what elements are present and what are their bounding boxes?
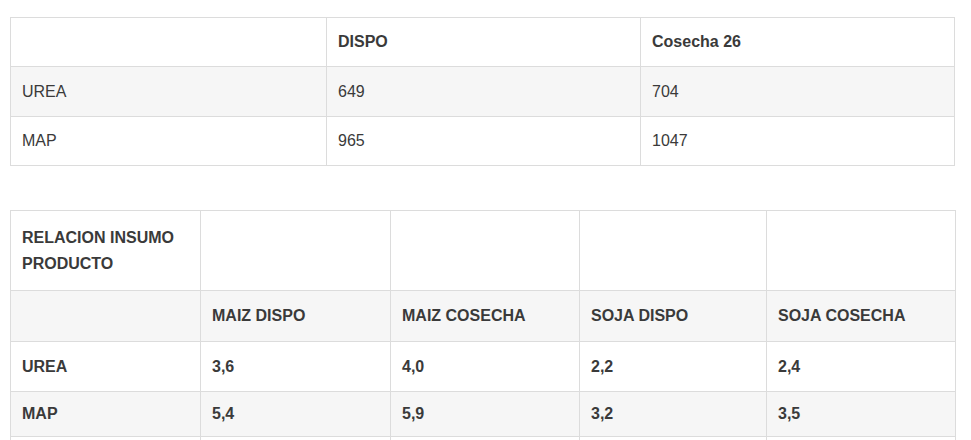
urea-dispo-value: 649 — [327, 67, 641, 117]
empty-cell — [11, 437, 201, 440]
empty-cell — [391, 211, 580, 291]
urea-soja-cosecha-value: 2,4 — [767, 342, 956, 392]
ratio-table-title-row: RELACION INSUMO PRODUCTO — [11, 211, 956, 291]
map-maiz-cosecha-value: 5,9 — [391, 392, 580, 437]
header-maiz-dispo: MAIZ DISPO — [201, 291, 391, 342]
urea-cosecha-value: 704 — [641, 67, 955, 117]
empty-cell — [580, 211, 767, 291]
empty-cell — [201, 211, 391, 291]
ratio-table-row-map: MAP 5,4 5,9 3,2 3,5 — [11, 392, 956, 437]
empty-cell — [580, 437, 767, 440]
header-maiz-cosecha: MAIZ COSECHA — [391, 291, 580, 342]
ratio-table-corner-cell — [11, 291, 201, 342]
map-cosecha-value: 1047 — [641, 117, 955, 166]
price-table-header-cosecha-26: Cosecha 26 — [641, 18, 955, 67]
urea-maiz-dispo-value: 3,6 — [201, 342, 391, 392]
map-soja-cosecha-value: 3,5 — [767, 392, 956, 437]
price-table-header-dispo: DISPO — [327, 18, 641, 67]
price-table-row-map: MAP 965 1047 — [11, 117, 955, 166]
empty-cell — [767, 211, 956, 291]
map-soja-dispo-value: 3,2 — [580, 392, 767, 437]
urea-soja-dispo-value: 2,2 — [580, 342, 767, 392]
ratio-table-partial-row — [11, 437, 956, 440]
empty-cell — [201, 437, 391, 440]
header-soja-cosecha: SOJA COSECHA — [767, 291, 956, 342]
empty-cell — [767, 437, 956, 440]
row-label-map: MAP — [11, 392, 201, 437]
row-label-urea: UREA — [11, 342, 201, 392]
map-maiz-dispo-value: 5,4 — [201, 392, 391, 437]
row-label-urea: UREA — [11, 67, 327, 117]
price-table-row-urea: UREA 649 704 — [11, 67, 955, 117]
empty-cell — [391, 437, 580, 440]
ratio-table-row-urea: UREA 3,6 4,0 2,2 2,4 — [11, 342, 956, 392]
price-table-corner-cell — [11, 18, 327, 67]
urea-maiz-cosecha-value: 4,0 — [391, 342, 580, 392]
header-soja-dispo: SOJA DISPO — [580, 291, 767, 342]
ratio-table-title: RELACION INSUMO PRODUCTO — [11, 211, 201, 291]
ratio-table: RELACION INSUMO PRODUCTO MAIZ DISPO MAIZ… — [10, 210, 956, 440]
row-label-map: MAP — [11, 117, 327, 166]
map-dispo-value: 965 — [327, 117, 641, 166]
price-table: DISPO Cosecha 26 UREA 649 704 MAP 965 10… — [10, 17, 955, 166]
ratio-table-header-row: MAIZ DISPO MAIZ COSECHA SOJA DISPO SOJA … — [11, 291, 956, 342]
price-table-header-row: DISPO Cosecha 26 — [11, 18, 955, 67]
